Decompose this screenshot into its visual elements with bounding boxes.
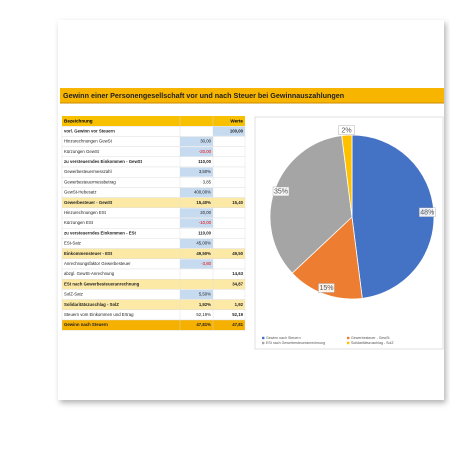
row-label: ESt-Satz (64, 241, 81, 246)
input-cell (180, 187, 213, 198)
legend-label: Gewerbesteuer - GewSt (351, 336, 390, 340)
row-label: ESt nach Gewerbesteueranrechnung (64, 281, 140, 286)
legend-label: ESt nach Gewerbesteueranrechnung (266, 341, 325, 345)
result-value: 100,00 (230, 128, 244, 133)
input-value: 3,85 (203, 179, 212, 184)
input-value: 110,00 (198, 159, 212, 164)
row-label: Anrechnungsfaktor Gewerbesteuer (64, 261, 131, 266)
row-label: GewSt-Hebesatz (64, 190, 96, 195)
legend-swatch (347, 336, 350, 340)
label-box (419, 207, 436, 217)
input-value: -10,00 (199, 220, 212, 225)
input-value: 15,40% (196, 200, 211, 205)
result-value: 14,63 (232, 271, 243, 276)
row-label: zu versteuerndes Einkommen - ESt (64, 230, 136, 235)
row-label: Gewerbesteuermesszahl (64, 169, 112, 174)
input-value: -20,00 (199, 149, 212, 154)
input-value: 47,81% (196, 322, 211, 327)
input-value: 110,00 (198, 230, 212, 235)
result-value: 47,81 (232, 322, 243, 327)
label-box (318, 283, 335, 293)
header-cell: Bezeichnung (64, 118, 93, 123)
header-cell: Werte (230, 118, 243, 123)
result-value: 1,92 (235, 302, 244, 307)
input-value: 52,19% (196, 312, 211, 317)
row-label: Solidaritätszuschlag - SolZ (64, 302, 119, 307)
input-value: 45,00% (196, 241, 211, 246)
input-value: 49,50% (196, 251, 211, 256)
label-box (272, 186, 290, 197)
data-label: 15% (319, 285, 333, 292)
title-band (60, 88, 444, 103)
row-label: SolZ-Satz (64, 292, 83, 297)
input-cell (180, 289, 213, 300)
legend-label: Solidaritätszuschlag - SolZ (351, 341, 394, 345)
row-label: Gewerbesteuer - GewSt (64, 200, 113, 205)
legend-swatch (262, 336, 265, 340)
row-label: zu versteuerndes Einkommen - GewSt (64, 159, 143, 164)
doc-title: Gewinn einer Personengesellschaft vor un… (63, 91, 344, 100)
result-value: 15,40 (232, 200, 243, 205)
data-label: 2% (341, 127, 351, 134)
row-label: Gewerbesteuermessbetrag (64, 179, 116, 184)
pie-slice (291, 216, 363, 300)
input-value: -3,80 (201, 261, 211, 266)
input-value: 20,00 (200, 210, 211, 215)
table: Bezeichnung Werte vorl. Gewinn vor Steuern… (61, 116, 246, 331)
result-value: 49,50 (232, 251, 243, 256)
legend-label: Gewinn nach Steuern (266, 336, 301, 340)
input-cell (180, 167, 213, 177)
pie-slice (341, 134, 353, 218)
data-label: 48% (420, 209, 434, 216)
input-value: 5,50% (199, 292, 211, 297)
pie-chart: 48% 15% 35% 2% Gewinn nach Steuern Gewerbeste… (262, 125, 436, 345)
table-row (61, 289, 246, 300)
row-label: abzgl. GewSt-Anrechnung (64, 271, 115, 276)
label-box (338, 125, 355, 135)
legend-swatch (347, 341, 350, 345)
input-value: 1,92% (199, 302, 211, 307)
data-label: 35% (274, 189, 288, 196)
input-cell (180, 218, 213, 228)
row-label: Hinzurechnungen GewSt (64, 139, 113, 144)
row-label: Einkommensteuer - ESt (64, 251, 113, 256)
result-value: 52,19 (232, 312, 243, 317)
input-value: 30,00 (200, 139, 211, 144)
row-label: Steuern vom Einkommen und Ertrag (64, 312, 134, 317)
table-row (61, 319, 246, 331)
input-cell (180, 136, 213, 147)
input-cell (180, 238, 213, 249)
row-label: vorl. Gewinn vor Steuern (64, 128, 115, 133)
table-row (61, 238, 246, 249)
result-value: 34,87 (232, 281, 243, 286)
input-value: 3,50% (199, 169, 211, 174)
row-label: Gewinn nach Steuern (64, 322, 108, 327)
input-cell (180, 208, 213, 218)
header-row (62, 116, 245, 127)
input-cell (213, 126, 245, 136)
row-label: Kürzungen ESt (64, 220, 94, 225)
input-value: 400,00% (194, 190, 211, 195)
row-label: Hinzurechnungen ESt (64, 210, 107, 215)
legend-swatch (262, 341, 265, 345)
row-label: Kürzungen GewSt (64, 149, 100, 154)
input-cell (180, 147, 213, 157)
input-cell (180, 259, 213, 269)
